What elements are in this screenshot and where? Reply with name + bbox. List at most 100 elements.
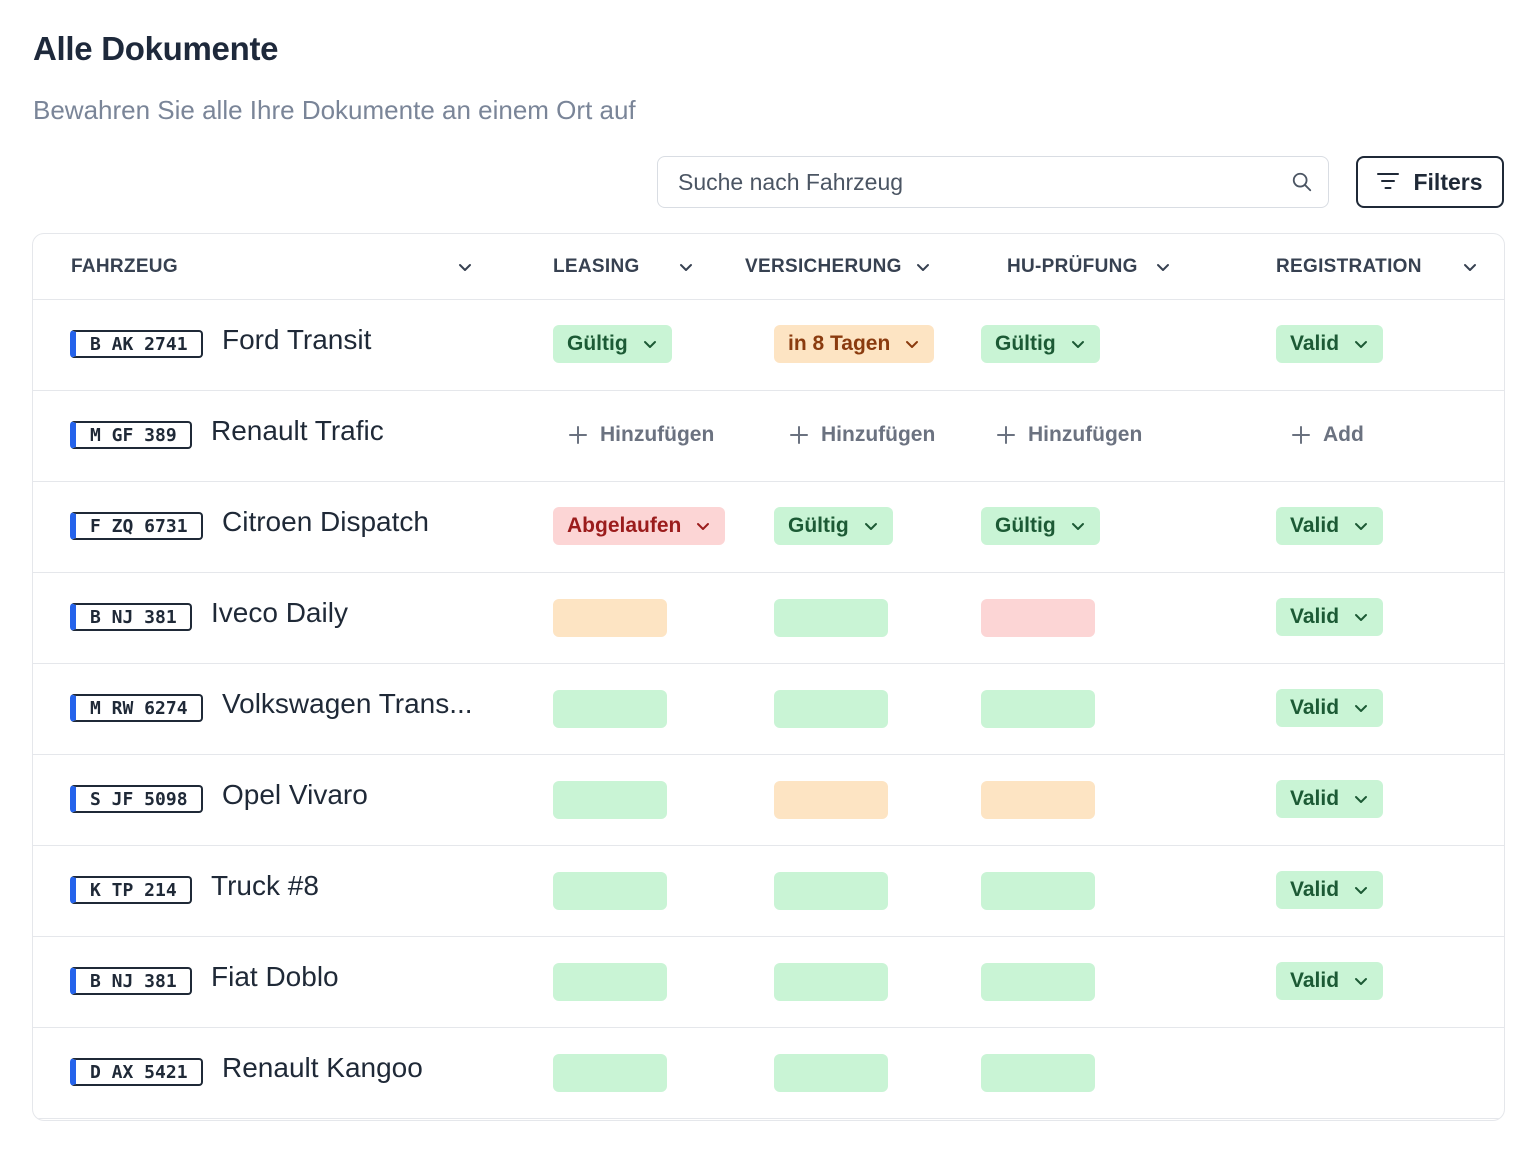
status-label: Valid [1290,605,1340,628]
status-label: Valid [1290,514,1340,537]
chevron-down-icon[interactable] [1462,234,1478,299]
status-placeholder[interactable] [774,1054,888,1092]
chevron-down-icon [1355,523,1368,530]
status-label: Valid [1290,787,1340,810]
column-label: FAHRZEUG [71,255,178,277]
vehicle-name[interactable]: Citroen Dispatch [222,506,429,537]
table-row[interactable]: K TP 214 Truck #8 Valid [33,845,1504,937]
table-header: FAHRZEUG LEASING VERSICHERUNG HU-PRÜFUNG… [33,234,1504,300]
table-row[interactable]: M RW 6274 Volkswagen Trans... Valid [33,663,1504,755]
column-header-hu-pruefung[interactable]: HU-PRÜFUNG [1007,234,1138,299]
chevron-down-icon [906,341,919,348]
status-placeholder[interactable] [553,781,667,819]
license-plate: M GF 389 [70,421,192,449]
status-dropdown[interactable]: Valid [1276,871,1384,909]
chevron-down-icon [1355,887,1368,894]
status-placeholder[interactable] [774,781,888,819]
status-placeholder[interactable] [774,963,888,1001]
status-placeholder[interactable] [553,1054,667,1092]
vehicle-name[interactable]: Ford Transit [222,324,372,355]
filters-button[interactable]: Filters [1356,156,1504,208]
status-dropdown[interactable]: Valid [1276,962,1384,1000]
filter-lines-icon [1377,169,1400,196]
chevron-down-icon [1355,341,1368,348]
column-header-fahrzeug[interactable]: FAHRZEUG [71,234,178,299]
status-dropdown[interactable]: Valid [1276,689,1384,727]
chevron-down-icon[interactable] [1155,234,1171,299]
license-plate: B AK 2741 [70,330,203,358]
chevron-down-icon[interactable] [915,234,931,299]
table-row[interactable]: S JF 5098 Opel Vivaro Valid [33,754,1504,846]
vehicle-name[interactable]: Fiat Doblo [211,961,339,992]
status-label: Gültig [995,332,1056,355]
documents-table: FAHRZEUG LEASING VERSICHERUNG HU-PRÜFUNG… [32,233,1505,1121]
license-plate: K TP 214 [70,876,192,904]
status-label: Gültig [788,514,849,537]
column-header-leasing[interactable]: LEASING [553,234,640,299]
add-label: Hinzufügen [600,423,715,446]
status-placeholder[interactable] [981,690,1095,728]
chevron-down-icon[interactable] [678,234,694,299]
status-placeholder[interactable] [981,1054,1095,1092]
status-dropdown[interactable]: Valid [1276,780,1384,818]
status-placeholder[interactable] [981,599,1095,637]
vehicle-name[interactable]: Volkswagen Trans... [222,688,473,719]
chevron-down-icon [1355,614,1368,621]
status-label: Valid [1290,878,1340,901]
status-label: Valid [1290,332,1340,355]
add-document-button[interactable]: Hinzufügen [568,419,714,451]
chevron-down-icon [1071,341,1084,348]
license-plate: D AX 5421 [70,1058,203,1086]
add-label: Hinzufügen [821,423,936,446]
table-row[interactable]: F ZQ 6731 Citroen Dispatch Abgelaufen Gü… [33,481,1504,573]
status-label: Valid [1290,696,1340,719]
chevron-down-icon [1355,796,1368,803]
table-row[interactable]: M GF 389 Renault Trafic Hinzufügen Hinzu… [33,390,1504,482]
status-placeholder[interactable] [774,690,888,728]
status-label: Gültig [995,514,1056,537]
vehicle-name[interactable]: Opel Vivaro [222,779,368,810]
status-dropdown[interactable]: Gültig [774,507,893,545]
vehicle-name[interactable]: Iveco Daily [211,597,348,628]
table-row[interactable]: D AX 5421 Renault Kangoo [33,1027,1504,1119]
status-dropdown[interactable]: Valid [1276,507,1384,545]
table-row[interactable]: B NJ 381 Fiat Doblo Valid [33,936,1504,1028]
status-dropdown[interactable]: Gültig [981,325,1100,363]
vehicle-name[interactable]: Truck #8 [211,870,319,901]
status-dropdown[interactable]: in 8 Tagen [774,325,935,363]
status-placeholder[interactable] [553,599,667,637]
column-header-versicherung[interactable]: VERSICHERUNG [745,234,902,299]
chevron-down-icon[interactable] [457,234,473,299]
table-row[interactable]: B AK 2741 Ford Transit Gültig in 8 Tagen… [33,299,1504,391]
add-document-button[interactable]: Add [1291,419,1364,451]
status-placeholder[interactable] [553,963,667,1001]
chevron-down-icon [643,341,656,348]
add-document-button[interactable]: Hinzufügen [789,419,935,451]
page-subtitle: Bewahren Sie alle Ihre Dokumente an eine… [33,95,636,125]
column-label: LEASING [553,255,640,277]
vehicle-name[interactable]: Renault Kangoo [222,1052,423,1083]
status-dropdown[interactable]: Valid [1276,598,1384,636]
status-placeholder[interactable] [553,872,667,910]
status-placeholder[interactable] [553,690,667,728]
column-header-registration[interactable]: REGISTRATION [1276,234,1422,299]
status-placeholder[interactable] [774,599,888,637]
search-box[interactable] [657,156,1329,208]
search-input[interactable] [676,167,1290,197]
status-dropdown[interactable]: Valid [1276,325,1384,363]
add-document-button[interactable]: Hinzufügen [996,419,1142,451]
status-placeholder[interactable] [981,872,1095,910]
status-dropdown[interactable]: Gültig [553,325,672,363]
vehicle-name[interactable]: Renault Trafic [211,415,384,446]
status-placeholder[interactable] [774,872,888,910]
chevron-down-icon [697,523,710,530]
license-plate: M RW 6274 [70,694,203,722]
table-row[interactable]: B NJ 381 Iveco Daily Valid [33,572,1504,664]
license-plate: B NJ 381 [70,603,192,631]
status-label: Abgelaufen [567,514,682,537]
status-placeholder[interactable] [981,963,1095,1001]
status-dropdown[interactable]: Abgelaufen [553,507,726,545]
search-icon[interactable] [1290,170,1314,194]
status-placeholder[interactable] [981,781,1095,819]
status-dropdown[interactable]: Gültig [981,507,1100,545]
